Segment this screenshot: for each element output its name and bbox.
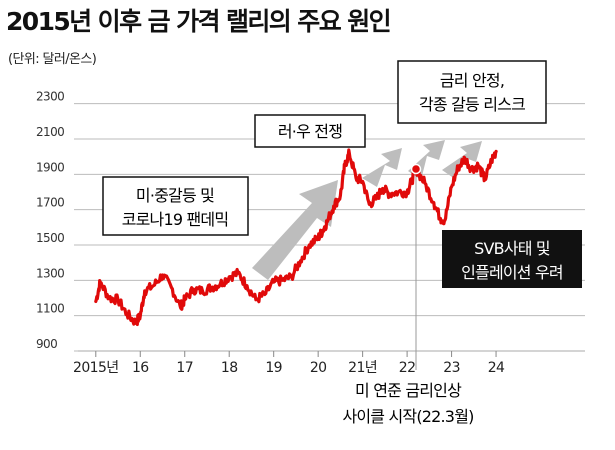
y-axis-ticks: 900 1100 1300 1500 1700 1900 2100 2300	[36, 90, 65, 351]
rate-hike-point	[410, 163, 422, 175]
y-tick-label: 900	[36, 337, 57, 351]
trend-arrow-2	[362, 148, 402, 187]
callout-rates-risk-line2: 각종 갈등 리스크	[419, 95, 525, 114]
y-tick-label: 2300	[36, 90, 64, 104]
trend-arrow-1	[252, 180, 338, 280]
x-tick-label: 20	[310, 360, 327, 376]
x-axis-ticks: 2015년 16 17 18 19 20 21년 22 23 24	[73, 351, 506, 376]
unit-label: (단위: 달러/온스)	[8, 52, 97, 67]
callout-box-war	[254, 114, 366, 148]
x-tick-label: 16	[132, 360, 149, 376]
callout-rates-risk-line1: 금리 안정,	[440, 71, 504, 90]
x-tick-label: 23	[443, 360, 460, 376]
rate-hike-note-line2: 사이클 시작(22.3월)	[342, 407, 473, 426]
callout-trade-covid-line1: 미·중갈등 및	[136, 186, 214, 205]
x-tick-label: 17	[176, 360, 193, 376]
y-tick-label: 1300	[36, 266, 64, 280]
callout-box-rates-risk	[397, 60, 547, 124]
chart-title: 2015년 이후 금 가격 랠리의 주요 원인	[6, 7, 392, 36]
x-tick-label: 21년	[348, 360, 377, 376]
y-tick-label: 1500	[36, 231, 64, 245]
callout-svb-inflation-line2: 인플레이션 우려	[461, 263, 563, 282]
y-tick-label: 1700	[36, 196, 64, 210]
rate-hike-note-line1: 미 연준 금리인상	[355, 381, 462, 400]
x-tick-label: 18	[221, 360, 238, 376]
y-tick-label: 1900	[36, 160, 64, 174]
callout-trade-covid-line2: 코로나19 팬데믹	[122, 210, 229, 229]
callout-svb-inflation-line1: SVB사태 및	[474, 239, 550, 258]
x-tick-label: 24	[488, 360, 505, 376]
trend-arrow-4	[442, 141, 482, 179]
x-tick-label: 2015년	[73, 360, 119, 376]
callout-war-text: 러·우 전쟁	[278, 122, 342, 141]
y-tick-label: 2100	[36, 125, 64, 139]
x-tick-label: 22	[399, 360, 416, 376]
x-tick-label: 19	[265, 360, 282, 376]
y-tick-label: 1100	[36, 302, 64, 316]
callout-box-trade-covid	[102, 176, 249, 236]
callout-box-svb-inflation	[442, 230, 582, 288]
gold-price-line	[94, 148, 498, 327]
